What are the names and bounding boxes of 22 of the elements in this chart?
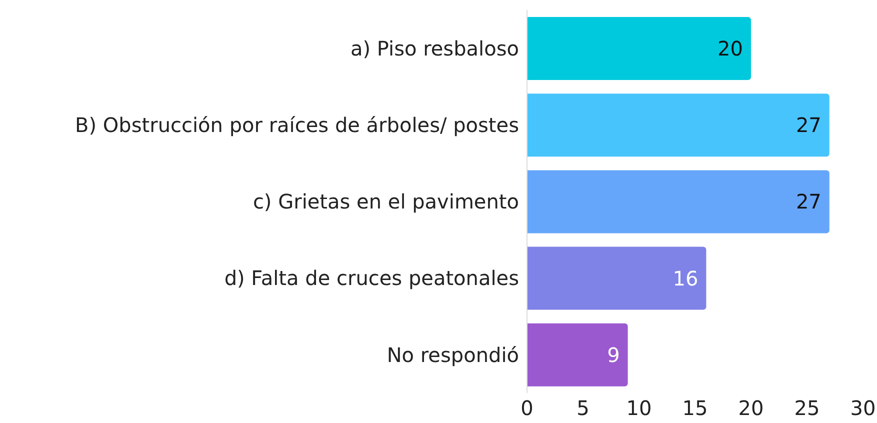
data-label: 9	[607, 342, 620, 367]
data-label: 16	[672, 266, 698, 290]
bar	[527, 94, 830, 157]
bar	[527, 323, 628, 386]
x-tick-label: 0	[520, 396, 534, 420]
x-tick-label: 25	[794, 396, 820, 420]
y-tick-label: c) Grietas en el pavimento	[252, 190, 519, 214]
y-tick-label: d) Falta de cruces peatonales	[224, 266, 519, 290]
x-tick-label: 10	[626, 396, 652, 420]
x-tick-label: 20	[738, 396, 764, 420]
y-tick-label: a) Piso resbaloso	[350, 36, 519, 60]
x-tick-label: 5	[576, 396, 590, 420]
bar	[527, 170, 830, 234]
data-label: 27	[796, 190, 822, 214]
data-label: 20	[718, 36, 743, 60]
data-label: 27	[796, 113, 822, 138]
x-tick-label: 15	[682, 396, 708, 420]
x-tick-label: 30	[850, 396, 876, 420]
y-tick-label: B) Obstrucción por raíces de árboles/ postes	[75, 113, 519, 137]
y-tick-label: No respondió	[386, 342, 519, 367]
bar	[527, 246, 706, 310]
bar	[527, 17, 751, 80]
